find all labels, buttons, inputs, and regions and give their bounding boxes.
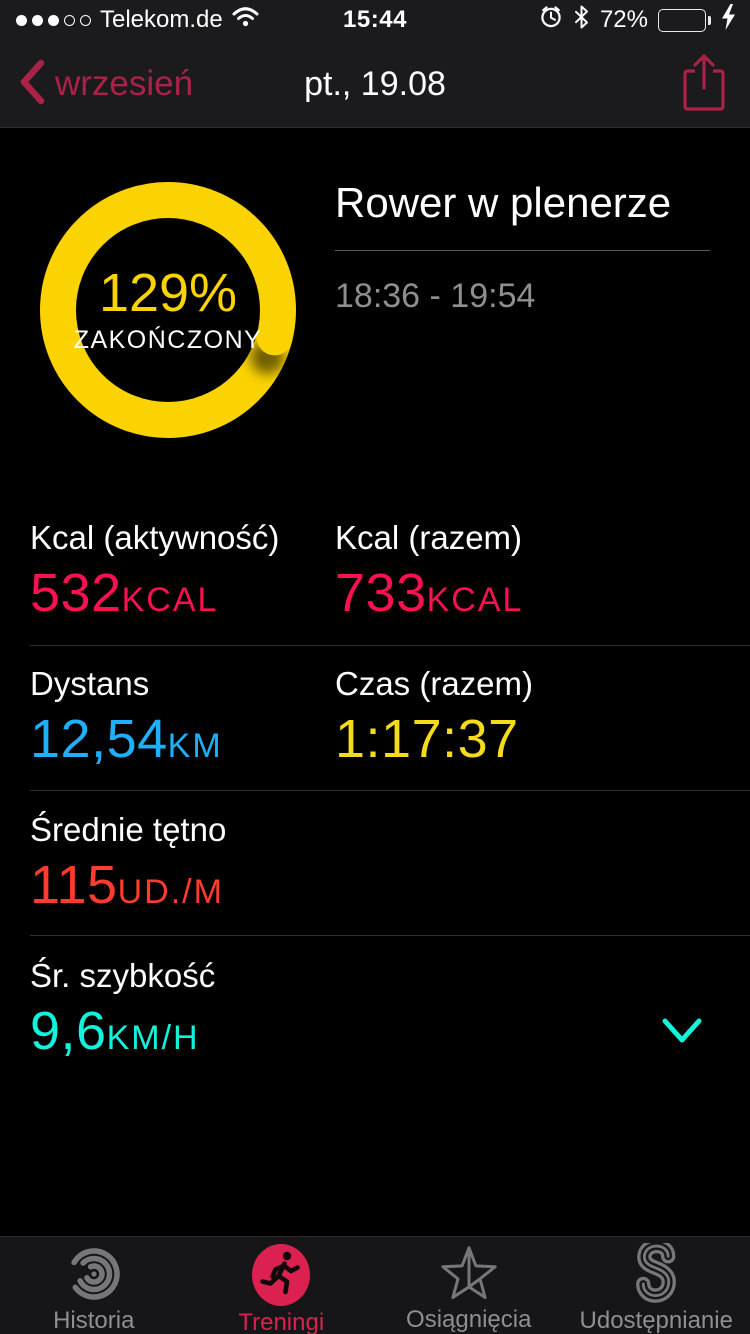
header: Telekom.de 15:44	[0, 0, 750, 128]
tab-historia[interactable]: Historia	[0, 1237, 188, 1334]
expand-details-button[interactable]	[660, 1016, 712, 1060]
status-time: 15:44	[343, 6, 407, 33]
carrier-label: Telekom.de	[100, 6, 223, 33]
ring-cap	[256, 319, 293, 356]
runner-icon	[248, 1243, 314, 1307]
back-button[interactable]: wrzesień	[18, 40, 193, 128]
divider	[30, 935, 750, 936]
nav-bar: wrzesień pt., 19.08	[0, 40, 750, 128]
stat-avg-speed: Śr. szybkość 9,6KM/H	[30, 957, 216, 1061]
sharing-icon	[633, 1243, 679, 1305]
share-icon	[678, 54, 730, 120]
stat-total-time: Czas (razem) 1:17:37	[335, 665, 534, 769]
ring-percent-label: 129%	[98, 263, 238, 324]
charging-bolt-icon	[721, 3, 736, 37]
tab-osiagniecia[interactable]: Osiągnięcia	[375, 1237, 563, 1334]
chevron-down-icon	[660, 1018, 704, 1052]
ring-status-label: ZAKOŃCZONY	[73, 325, 263, 354]
tab-label: Osiągnięcia	[406, 1306, 532, 1333]
stat-kcal-total: Kcal (razem) 733KCAL	[335, 519, 524, 623]
status-bar: Telekom.de 15:44	[0, 0, 750, 40]
stat-distance: Dystans 12,54KM	[30, 665, 223, 769]
history-rings-icon	[63, 1243, 125, 1305]
divider	[30, 645, 750, 646]
back-button-label: wrzesień	[55, 64, 194, 103]
star-icon	[439, 1243, 499, 1304]
alarm-icon	[539, 4, 563, 36]
back-chevron-icon	[18, 59, 45, 110]
share-button[interactable]	[678, 52, 730, 116]
tab-udostepnianie[interactable]: Udostępnianie	[563, 1237, 750, 1334]
workout-title: Rower w plenerze	[335, 178, 710, 252]
tab-bar: Historia Treningi	[0, 1236, 750, 1334]
bluetooth-icon	[573, 5, 590, 36]
tab-label: Treningi	[238, 1309, 325, 1334]
page-title: pt., 19.08	[304, 64, 446, 103]
stat-kcal-active: Kcal (aktywność) 532KCAL	[30, 519, 280, 623]
progress-ring: 129% ZAKOŃCZONY	[40, 182, 296, 438]
workout-time-range: 18:36 - 19:54	[335, 277, 536, 316]
tab-label: Historia	[53, 1307, 135, 1334]
tab-label: Udostępnianie	[579, 1307, 733, 1334]
tab-treningi[interactable]: Treningi	[188, 1237, 376, 1334]
battery-icon	[658, 8, 711, 32]
divider	[30, 790, 750, 791]
signal-dots-icon	[16, 14, 91, 26]
stat-avg-heart-rate: Średnie tętno 115UD./M	[30, 811, 227, 915]
wifi-icon	[232, 6, 259, 35]
battery-percent-label: 72%	[599, 6, 648, 33]
